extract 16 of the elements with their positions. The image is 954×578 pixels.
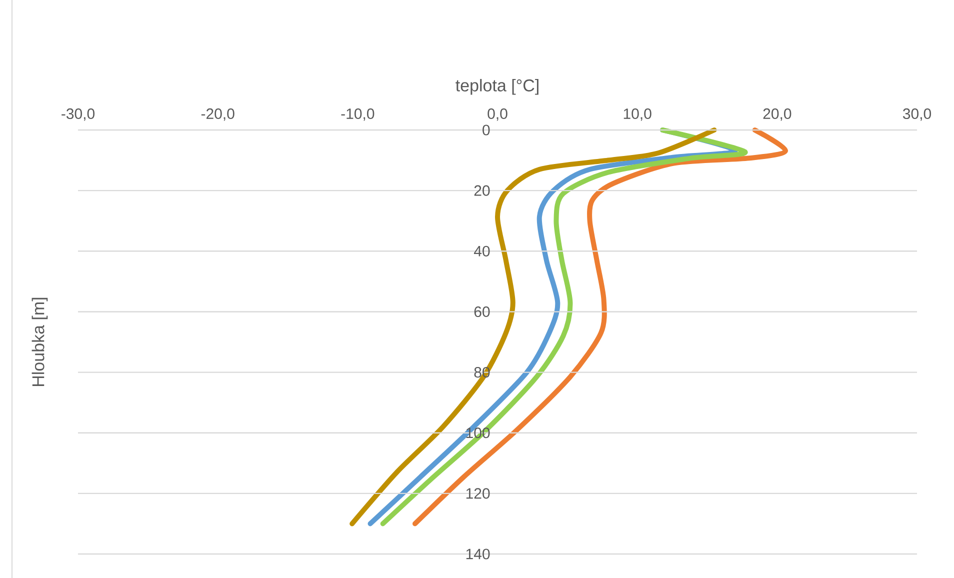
x-tick-label: 20,0 <box>763 108 792 121</box>
x-tick-label: -20,0 <box>201 108 234 121</box>
y-tick-label: 0 <box>482 124 490 136</box>
x-tick-label: 30,0 <box>902 108 932 121</box>
y-axis-title: Hloubka [m] <box>32 298 48 386</box>
y-tick-label: 20 <box>474 185 490 196</box>
y-tick-label: 140 <box>466 548 490 560</box>
y-tick-label: 60 <box>474 306 490 318</box>
x-axis-title: teplota [°C] <box>456 78 538 95</box>
x-tick-label: 10,0 <box>624 108 652 121</box>
x-tick-label: 0,0 <box>488 108 508 121</box>
y-tick-label: 120 <box>466 488 490 499</box>
y-tick-label: 80 <box>474 366 490 378</box>
y-tick-label: 40 <box>474 246 490 256</box>
x-tick-label: -10,0 <box>341 108 374 121</box>
x-tick-label: -30,0 <box>62 108 95 121</box>
